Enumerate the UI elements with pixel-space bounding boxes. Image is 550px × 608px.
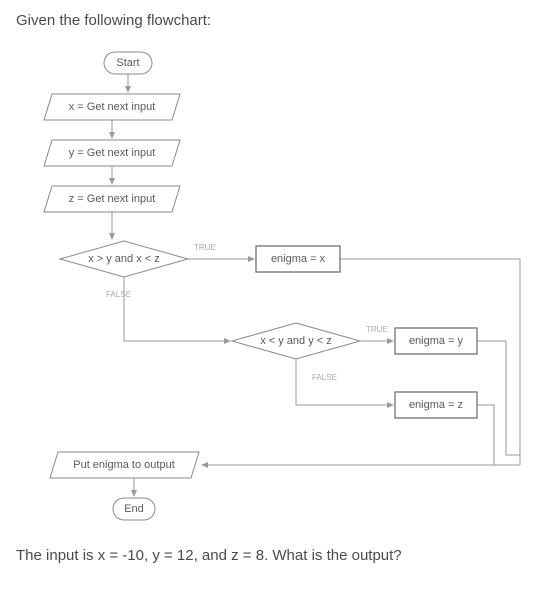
question-text: The input is x = -10, y = 12, and z = 8.… xyxy=(16,547,534,564)
prompt-text: Given the following flowchart: xyxy=(16,12,534,29)
edge-procx-merge xyxy=(340,259,520,465)
node-procy-label: enigma = y xyxy=(409,335,464,347)
node-output-label: Put enigma to output xyxy=(73,459,175,471)
node-end-label: End xyxy=(124,503,144,515)
edge-procz-merge xyxy=(477,405,520,465)
node-inputy-label: y = Get next input xyxy=(69,147,156,159)
node-dec2-label: x < y and y < z xyxy=(260,335,332,347)
edge-label-false-2: FALSE xyxy=(312,373,337,382)
node-start-label: Start xyxy=(116,57,139,69)
edge-procy-merge xyxy=(477,341,520,455)
node-inputx-label: x = Get next input xyxy=(69,101,156,113)
node-procz-label: enigma = z xyxy=(409,399,463,411)
node-inputz-label: z = Get next input xyxy=(69,193,156,205)
node-procx-label: enigma = x xyxy=(271,253,326,265)
node-dec1-label: x > y and x < z xyxy=(88,253,160,265)
edge-label-false-1: FALSE xyxy=(106,290,131,299)
edge-label-true-2: TRUE xyxy=(366,325,388,334)
edge-label-true-1: TRUE xyxy=(194,243,216,252)
flowchart-canvas: TRUE FALSE TRUE FALSE Start x = Get next… xyxy=(16,35,536,535)
edge-dec2-procz xyxy=(296,359,393,405)
edge-dec1-dec2 xyxy=(124,277,230,341)
